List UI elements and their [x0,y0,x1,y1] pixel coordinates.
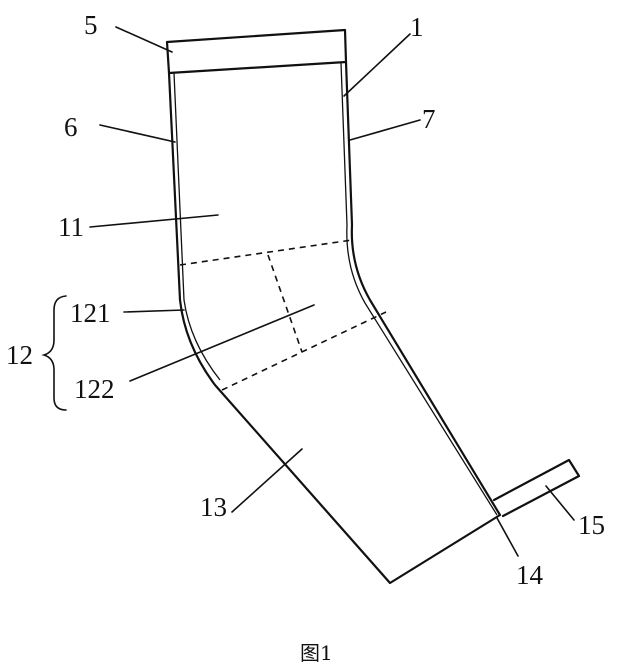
strap-15 [492,458,581,518]
label-14: 14 [516,560,544,590]
label-122: 122 [74,374,115,404]
label-13: 13 [200,492,227,522]
label-7: 7 [422,104,436,134]
zone-dividers [179,239,387,391]
label-1: 1 [410,12,424,42]
label-12: 12 [6,340,33,370]
label-15: 15 [578,510,605,540]
label-6: 6 [64,112,78,142]
sleeve-body [167,60,502,585]
label-11: 11 [58,212,84,242]
top-band-5 [165,28,348,75]
reference-labels: 5 1 6 7 11 121 12 122 13 15 14 [6,10,605,590]
label-5: 5 [84,10,98,40]
label-121: 121 [70,298,111,328]
leader-lines [41,26,575,557]
figure-caption: 图1 [300,641,333,665]
